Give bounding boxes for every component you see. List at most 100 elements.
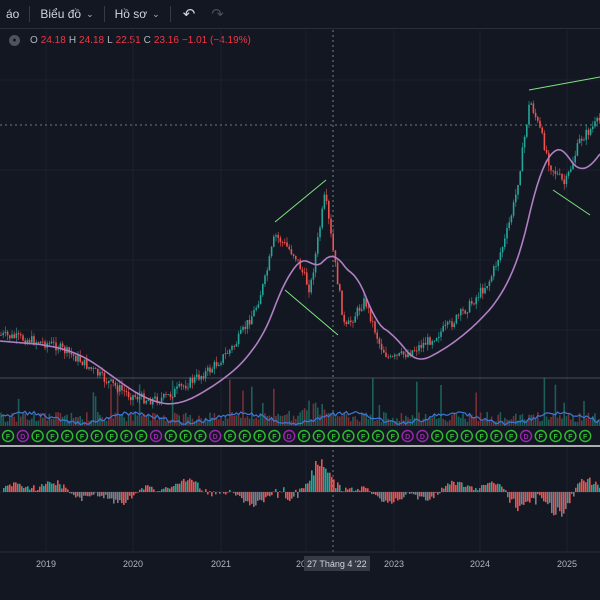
candle-body (72, 354, 75, 356)
trendline[interactable] (274, 179, 327, 223)
event-marker[interactable]: F (475, 429, 488, 443)
volume-bar (440, 384, 442, 426)
undo-icon[interactable]: ↶ (182, 6, 196, 23)
volume-bar (207, 421, 209, 426)
volume-bar (169, 419, 172, 426)
event-marker[interactable]: F (549, 429, 562, 443)
event-marker[interactable]: D (283, 429, 296, 443)
eye-icon[interactable]: ● (9, 34, 20, 46)
histogram-bar (53, 483, 55, 492)
histogram-bar (59, 484, 61, 492)
event-marker[interactable]: F (46, 429, 59, 443)
event-marker[interactable]: F (490, 429, 503, 443)
candle-body (517, 185, 519, 195)
event-marker[interactable]: D (519, 429, 533, 443)
event-marker[interactable]: F (564, 429, 577, 443)
candle-body (391, 356, 394, 358)
candle-body (490, 276, 493, 282)
event-marker[interactable]: F (297, 429, 311, 443)
trendline-drawings (274, 76, 600, 336)
redo-icon[interactable]: ↷ (211, 6, 224, 23)
trendline[interactable] (284, 289, 339, 336)
chart-menu-button[interactable]: Biểu đồ ⌄ (34, 0, 99, 28)
candle-body (255, 307, 257, 310)
event-marker[interactable]: F (223, 429, 237, 443)
event-marker[interactable]: F (75, 429, 89, 443)
event-marker[interactable]: F (431, 429, 444, 443)
event-marker[interactable]: F (238, 429, 252, 443)
volume-bar (545, 416, 548, 426)
candle-body (576, 143, 579, 156)
event-marker[interactable]: F (445, 429, 459, 443)
event-marker[interactable]: D (149, 429, 163, 443)
event-marker[interactable]: F (312, 429, 325, 443)
event-marker[interactable]: F (253, 429, 266, 443)
event-marker[interactable]: D (401, 429, 414, 443)
event-marker[interactable]: F (386, 429, 399, 443)
svg-text:F: F (583, 434, 588, 441)
histogram-bar (497, 483, 499, 492)
candle-body (15, 333, 18, 338)
event-marker[interactable]: F (164, 429, 178, 443)
volume-bar (2, 414, 4, 426)
event-marker[interactable]: F (371, 429, 385, 443)
volume-bar (565, 416, 568, 426)
trendline[interactable] (528, 76, 600, 91)
volume-bar (224, 415, 227, 426)
svg-text:F: F (243, 434, 248, 441)
histogram-bar (443, 488, 445, 492)
event-marker[interactable]: F (1, 429, 15, 443)
candle-body (581, 138, 583, 141)
candle-body (453, 323, 455, 328)
candle-body (218, 364, 220, 366)
candle-body (486, 286, 488, 289)
toolbar-item-partial[interactable]: áo (0, 0, 25, 28)
event-marker[interactable]: F (179, 429, 192, 443)
volume-bar (394, 421, 396, 426)
histogram-bar (329, 472, 331, 492)
histogram-bar (167, 487, 169, 492)
candle-body (79, 355, 81, 362)
volume-bar (233, 415, 235, 426)
event-marker[interactable]: F (460, 429, 473, 443)
volume-bar (528, 414, 530, 426)
svg-text:F: F (435, 434, 440, 441)
histogram-bar (283, 487, 285, 492)
histogram-bar (5, 485, 7, 492)
candlestick-series (0, 100, 600, 409)
trendline[interactable] (552, 189, 591, 216)
candle-body (508, 222, 510, 228)
event-marker[interactable]: F (268, 429, 281, 443)
candle-body (204, 370, 207, 379)
volume-bar (449, 420, 451, 426)
event-marker[interactable]: F (60, 429, 74, 443)
event-marker[interactable]: D (208, 429, 222, 443)
candle-body (411, 350, 414, 356)
event-marker[interactable]: F (134, 429, 148, 443)
candle-body (420, 345, 422, 348)
event-marker[interactable]: F (327, 429, 340, 443)
profile-menu-button[interactable]: Hồ sơ ⌄ (109, 0, 166, 28)
event-marker[interactable]: D (416, 429, 429, 443)
event-marker[interactable]: F (357, 429, 370, 443)
event-marker[interactable]: F (120, 429, 133, 443)
svg-text:F: F (376, 434, 381, 441)
candle-body (99, 372, 101, 376)
volume-bar (387, 418, 389, 426)
event-marker[interactable]: F (579, 429, 592, 443)
event-marker[interactable]: F (194, 429, 207, 443)
event-marker[interactable]: F (90, 429, 104, 443)
event-marker[interactable]: F (105, 429, 118, 443)
event-marker[interactable]: F (342, 429, 355, 443)
histogram-bar (457, 481, 459, 492)
volume-bar (59, 412, 62, 426)
volume-bar (400, 413, 403, 426)
histogram-bar (381, 492, 383, 502)
histogram-bar (505, 490, 507, 492)
event-marker[interactable]: D (16, 429, 29, 443)
event-marker[interactable]: F (505, 429, 518, 443)
event-marker[interactable]: F (31, 429, 44, 443)
event-marker[interactable]: F (534, 429, 547, 443)
svg-text:F: F (272, 434, 277, 441)
